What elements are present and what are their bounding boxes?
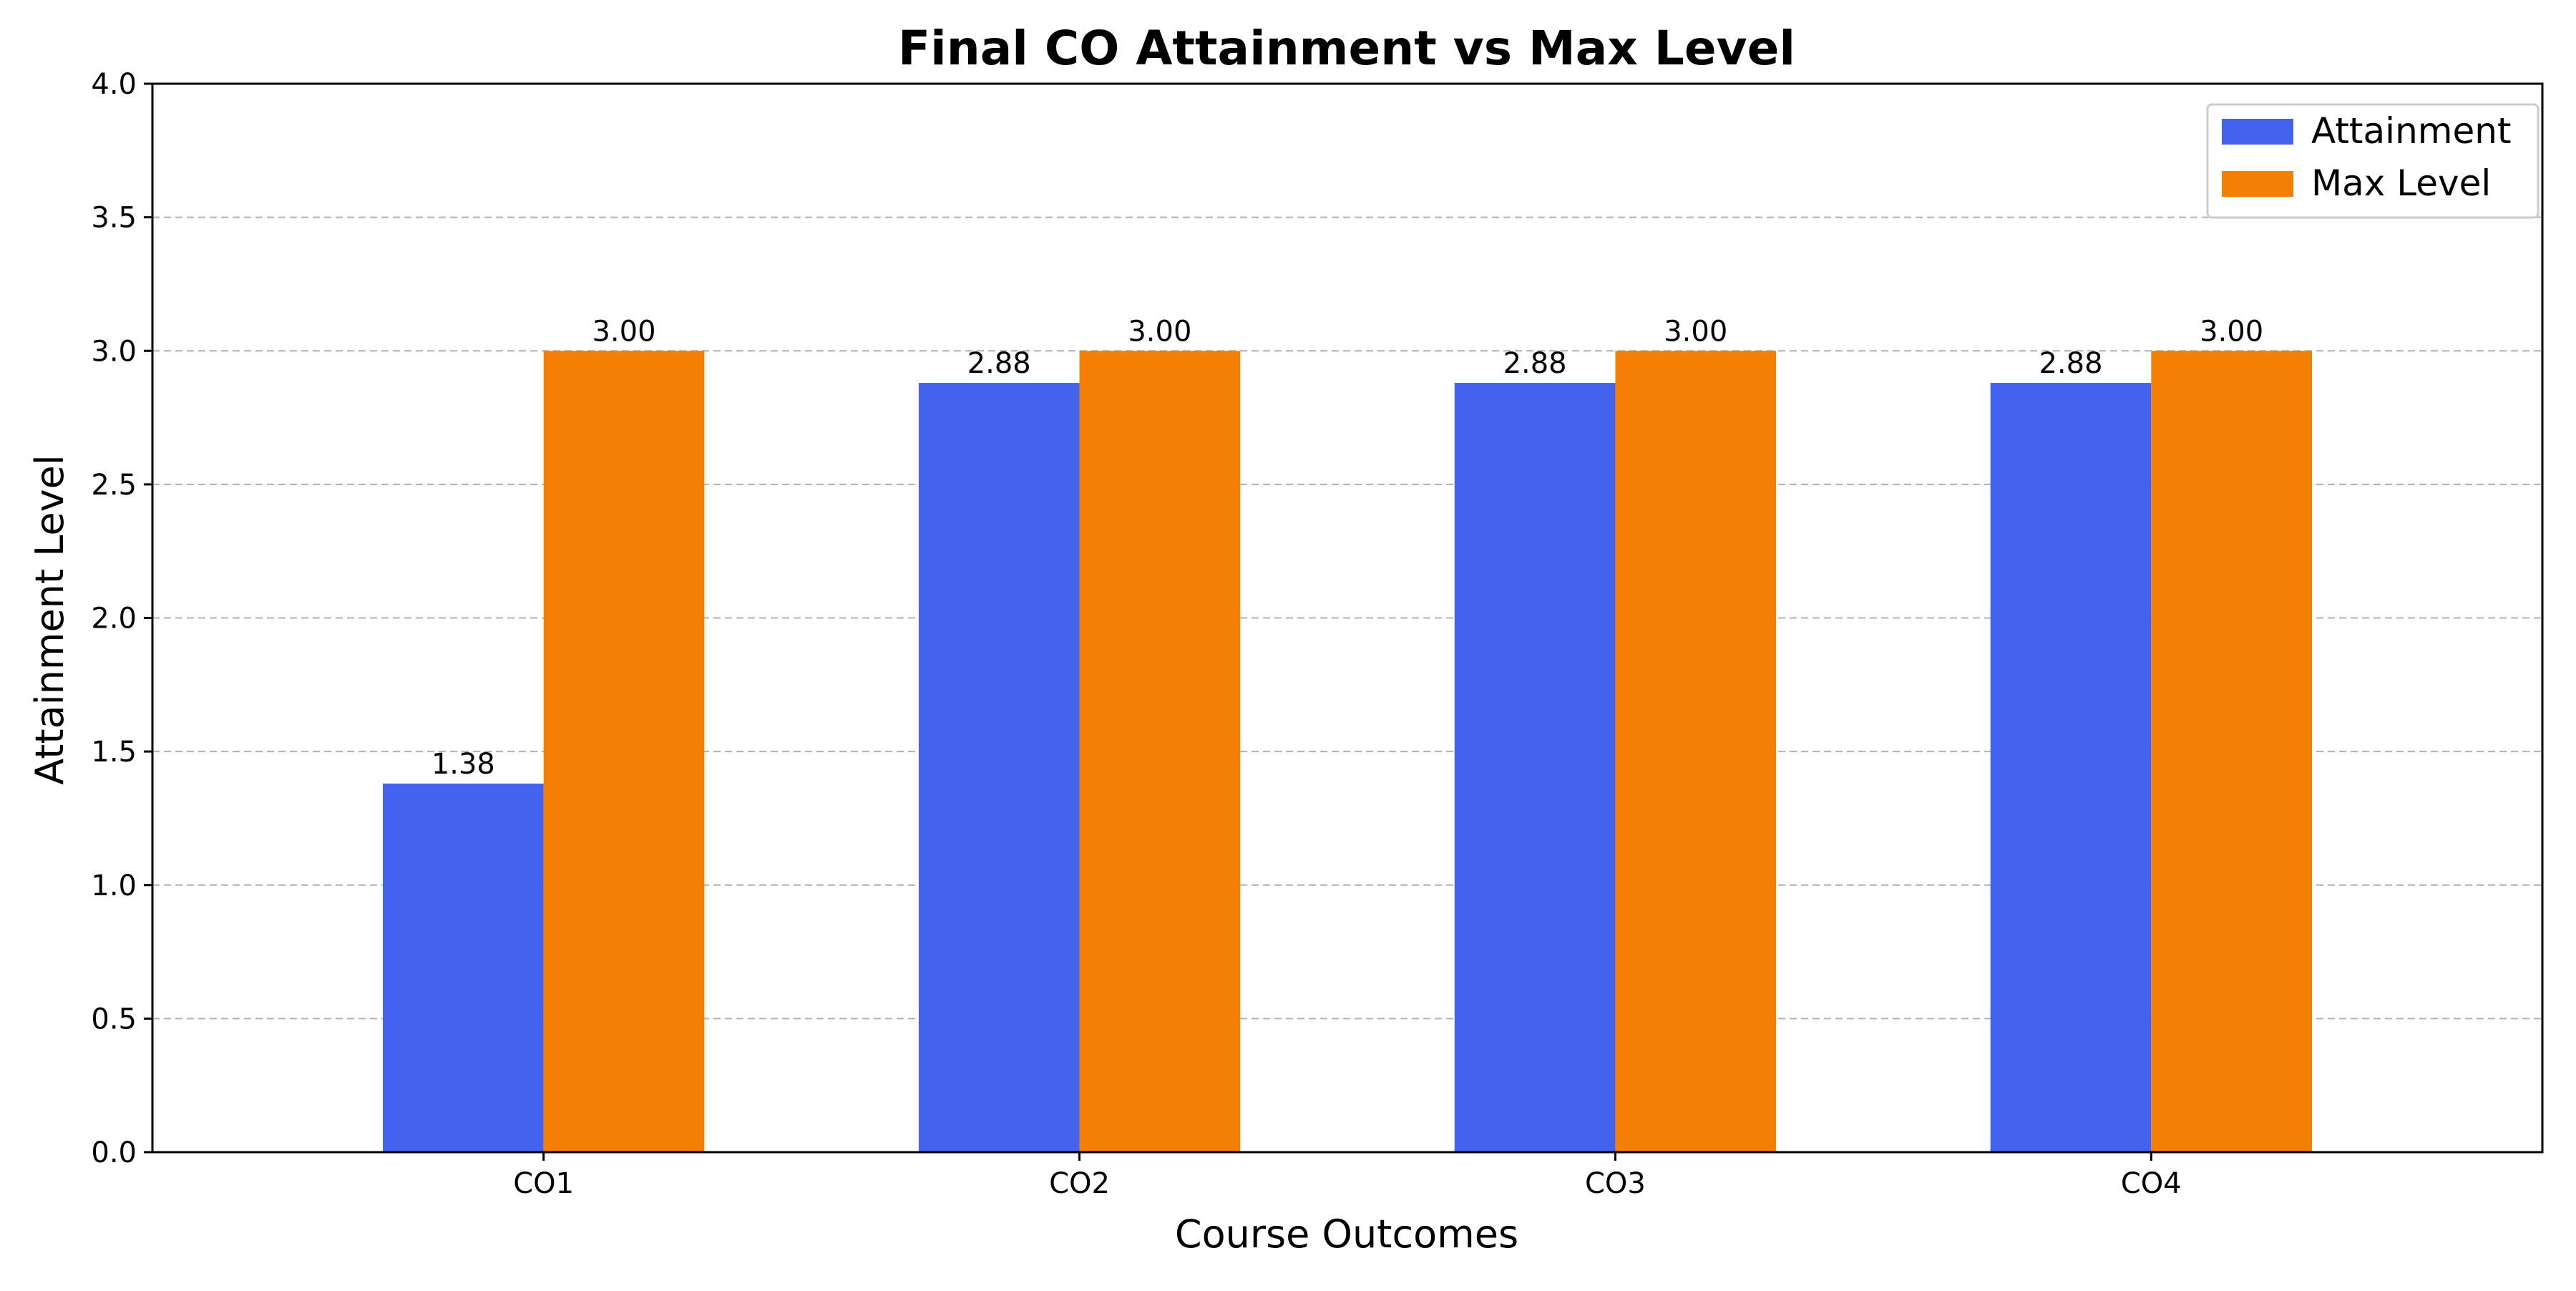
- data-label: 3.00: [1128, 315, 1191, 348]
- bar-attainment-co4: [1990, 383, 2152, 1152]
- data-label: 2.88: [1503, 347, 1567, 380]
- x-tick-label: CO4: [2121, 1167, 2182, 1200]
- data-label: 1.38: [431, 748, 495, 781]
- legend: Attainment Max Level: [2206, 103, 2540, 219]
- data-label: 3.00: [1664, 315, 1727, 348]
- bar-max-level-co4: [2151, 351, 2312, 1152]
- x-tick-label: CO3: [1585, 1167, 1646, 1200]
- bar-attainment-co2: [918, 383, 1080, 1152]
- x-tick-label: CO2: [1049, 1167, 1110, 1200]
- x-tick-label: CO1: [513, 1167, 574, 1200]
- y-tick-label: 0.0: [91, 1136, 137, 1169]
- data-label: 2.88: [967, 347, 1031, 380]
- y-tick-label: 2.5: [91, 469, 137, 502]
- x-axis-ticks: CO1 CO2 CO3 CO4: [513, 1152, 2182, 1200]
- y-tick-label: 3.5: [91, 202, 137, 235]
- bars: [383, 351, 2312, 1152]
- bar-max-level-co1: [543, 351, 705, 1152]
- bar-attainment-co1: [383, 783, 544, 1152]
- legend-label-max-level: Max Level: [2311, 162, 2491, 204]
- bar-max-level-co3: [1615, 351, 1777, 1152]
- data-label: 3.00: [592, 315, 655, 348]
- bar-max-level-co2: [1079, 351, 1241, 1152]
- bar-attainment-co3: [1454, 383, 1616, 1152]
- grid-lines: [152, 216, 2542, 1020]
- legend-label-attainment: Attainment: [2311, 110, 2512, 152]
- y-tick-label: 3.0: [91, 335, 137, 368]
- y-axis-ticks: 0.0 0.5 1.0 1.5 2.0 2.5 3.0 3.5 4.0: [91, 68, 152, 1169]
- y-tick-label: 2.0: [91, 603, 137, 635]
- data-labels: 1.38 3.00 2.88 3.00 2.88 3.00 2.88 3.00: [431, 315, 2263, 781]
- y-axis-label: Attainment Level: [27, 454, 72, 785]
- legend-swatch-attainment: [2222, 119, 2293, 145]
- data-label: 2.88: [2039, 347, 2102, 380]
- y-tick-label: 1.0: [91, 869, 137, 902]
- x-axis-label: Course Outcomes: [1175, 1212, 1518, 1257]
- y-tick-label: 0.5: [91, 1003, 137, 1036]
- y-tick-label: 4.0: [91, 68, 137, 101]
- legend-swatch-max-level: [2222, 171, 2293, 197]
- y-tick-label: 1.5: [91, 736, 137, 769]
- data-label: 3.00: [2200, 315, 2263, 348]
- chart-title: Final CO Attainment vs Max Level: [898, 21, 1795, 76]
